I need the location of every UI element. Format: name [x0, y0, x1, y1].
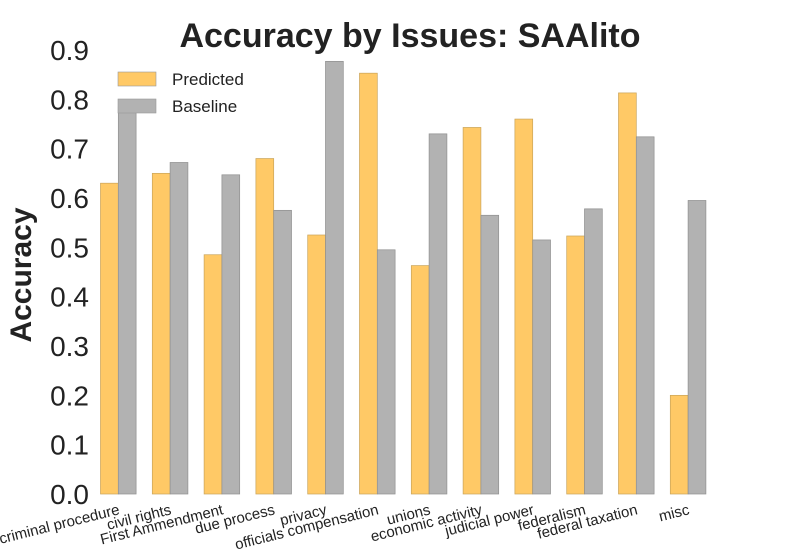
bar-baseline-judicial-power [532, 239, 551, 495]
legend: Predicted Baseline [117, 70, 244, 116]
bar-predicted-unions [410, 265, 430, 495]
bar-baseline-privacy [325, 60, 344, 495]
y-tick-label: 0.2 [50, 380, 89, 411]
bar-baseline-unions [428, 133, 448, 495]
bar-predicted-criminal-procedure [100, 182, 119, 495]
bar-predicted-first-ammendment [203, 254, 223, 495]
legend-label-predicted: Predicted [172, 70, 244, 89]
y-tick-label: 0.4 [50, 282, 89, 313]
bar-baseline-civil-rights [169, 162, 189, 495]
y-axis-ticks: 0.0 0.1 0.2 0.3 0.4 0.5 0.6 0.7 0.8 0.9 [50, 35, 89, 510]
bar-predicted-privacy [307, 234, 326, 495]
y-tick-label: 0.8 [50, 84, 89, 115]
bar-baseline-due-process [273, 209, 292, 495]
legend-swatch-baseline [117, 98, 157, 114]
bar-baseline-federalism [584, 208, 603, 495]
bar-predicted-civil-rights [151, 172, 171, 495]
x-tick-label: misc [657, 501, 692, 525]
bar-baseline-federal-taxation [635, 136, 655, 495]
bar-predicted-due-process [255, 158, 275, 495]
bar-baseline-first-ammendment [221, 174, 241, 495]
bar-baseline-officials-compensation [376, 249, 396, 495]
bar-baseline-criminal-procedure [117, 106, 137, 495]
x-tick-label: federal taxation [536, 501, 640, 542]
y-axis-label: Accuracy [5, 207, 38, 342]
y-tick-label: 0.7 [50, 134, 89, 165]
bar-predicted-misc [669, 394, 689, 495]
bar-predicted-federal-taxation [618, 92, 637, 495]
chart-title: Accuracy by Issues: SAAlito [179, 17, 640, 55]
y-tick-label: 0.3 [50, 331, 89, 362]
y-tick-label: 0.0 [50, 479, 89, 510]
legend-label-baseline: Baseline [172, 97, 237, 116]
y-tick-label: 0.9 [50, 35, 89, 66]
bar-baseline-misc [687, 200, 707, 495]
bar-baseline-economic-activity [480, 214, 500, 495]
y-tick-label: 0.6 [50, 183, 89, 214]
y-tick-label: 0.5 [50, 232, 89, 263]
legend-swatch-predicted [117, 71, 157, 87]
bar-predicted-federalism [566, 235, 585, 495]
bars [100, 60, 707, 495]
bar-predicted-economic-activity [462, 127, 482, 495]
y-tick-label: 0.1 [50, 430, 89, 461]
bar-predicted-officials-compensation [359, 72, 378, 495]
bar-predicted-judicial-power [514, 118, 534, 495]
